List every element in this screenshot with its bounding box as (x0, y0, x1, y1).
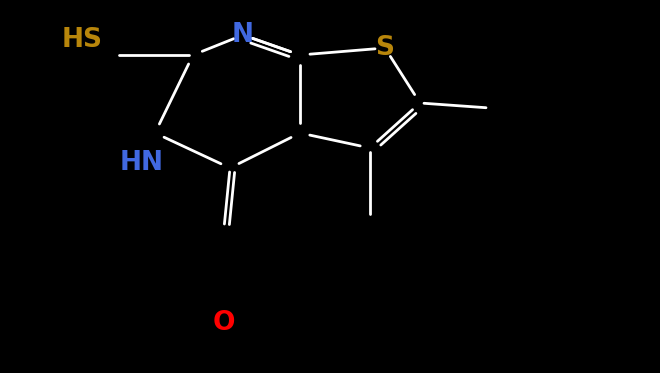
Text: S: S (376, 35, 395, 61)
Text: O: O (213, 310, 235, 336)
Text: N: N (232, 22, 254, 48)
Text: HS: HS (62, 27, 103, 53)
Text: HN: HN (120, 150, 164, 176)
